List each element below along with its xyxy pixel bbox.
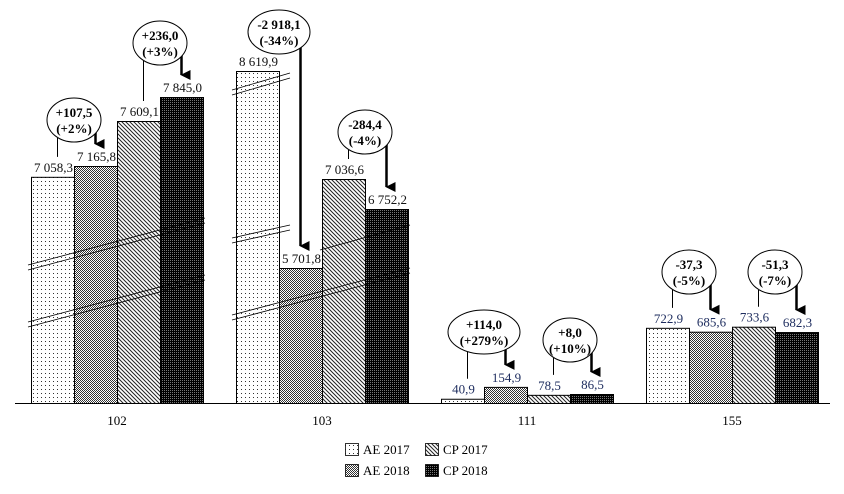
data-label: 7 058,3 bbox=[34, 160, 73, 175]
change-percent: (-5%) bbox=[673, 273, 706, 288]
legend: AE 2017 CP 2017 AE 2018 CP 2018 bbox=[345, 442, 488, 478]
change-bubble bbox=[247, 9, 311, 55]
axis-break-line bbox=[231, 267, 411, 316]
data-label: 685,6 bbox=[697, 315, 727, 330]
axis-break-line bbox=[231, 77, 291, 96]
change-bubble bbox=[747, 249, 803, 295]
axis-break-line bbox=[27, 222, 206, 271]
change-delta: +236,0 bbox=[142, 28, 179, 43]
data-label: 86,5 bbox=[581, 377, 604, 392]
bar-ae-2017-155 bbox=[646, 327, 690, 404]
data-label: 722,9 bbox=[654, 311, 683, 326]
bar-ae-2018-111 bbox=[484, 386, 528, 405]
change-percent: (+2%) bbox=[56, 121, 92, 136]
change-percent: (-4%) bbox=[349, 133, 382, 148]
bar-ae-2017-102 bbox=[31, 176, 75, 404]
change-delta: -284,4 bbox=[348, 117, 382, 132]
change-delta: -37,3 bbox=[675, 257, 703, 272]
axis-break-line bbox=[27, 217, 206, 266]
data-label: 8 619,9 bbox=[239, 54, 278, 69]
change-bubble bbox=[661, 249, 717, 295]
data-label: 154,9 bbox=[492, 370, 521, 385]
data-label: 7 165,8 bbox=[77, 149, 116, 164]
bars-layer: 7 058,3 7 165,8 7 609,1 7 845,0 8 619,9 5 701… bbox=[31, 54, 819, 405]
bar-cp-2017-155 bbox=[732, 326, 776, 404]
change-bubble bbox=[132, 20, 188, 66]
bar-cp-2017-102 bbox=[117, 121, 161, 404]
bar-cp-2017-111 bbox=[527, 394, 571, 404]
change-percent: (-34%) bbox=[260, 33, 299, 48]
bar-ae-2018-103 bbox=[279, 268, 323, 404]
legend-swatch-cp-2017 bbox=[425, 443, 439, 456]
data-label: 5 701,8 bbox=[282, 251, 321, 266]
data-label: 7 036,6 bbox=[325, 162, 365, 177]
change-percent: (-7%) bbox=[759, 273, 792, 288]
annotations-layer: +107,5(+2%) +236,0(+3%) -2 918,1(-34%) -284… bbox=[46, 9, 806, 379]
legend-swatch-cp-2018 bbox=[425, 464, 439, 477]
bar-cp-2018-155 bbox=[775, 332, 819, 404]
change-delta: +107,5 bbox=[56, 105, 93, 120]
legend-swatch-ae-2018 bbox=[345, 464, 359, 477]
change-bubble bbox=[46, 97, 102, 143]
category-labels: 102 103 111 155 bbox=[107, 413, 742, 428]
data-label: 733,6 bbox=[740, 310, 770, 325]
change-delta: -51,3 bbox=[761, 257, 789, 272]
category-label: 103 bbox=[312, 413, 332, 428]
axis-break-line bbox=[231, 272, 411, 321]
bar-cp-2018-102 bbox=[160, 97, 204, 404]
data-label: 40,9 bbox=[452, 382, 475, 397]
legend-label: AE 2017 bbox=[363, 442, 410, 457]
data-label: 7 845,0 bbox=[163, 80, 202, 95]
change-bubble bbox=[542, 317, 598, 363]
legend-swatch-ae-2017 bbox=[345, 443, 359, 456]
change-percent: (+3%) bbox=[142, 44, 178, 59]
axis-break-line bbox=[319, 224, 411, 251]
axis-break-line bbox=[231, 224, 291, 239]
bar-ae-2018-155 bbox=[689, 331, 733, 404]
change-bubble bbox=[447, 309, 521, 355]
bar-ae-2018-102 bbox=[74, 166, 118, 404]
category-label: 111 bbox=[518, 413, 537, 428]
legend-label: CP 2018 bbox=[443, 463, 488, 478]
axis-break-line bbox=[231, 229, 291, 244]
axis-break-line bbox=[27, 274, 206, 323]
bar-cp-2018-103 bbox=[365, 209, 409, 404]
data-label: 6 752,2 bbox=[368, 192, 407, 207]
change-percent: (+10%) bbox=[549, 341, 591, 356]
change-delta: +114,0 bbox=[466, 317, 502, 332]
category-label: 155 bbox=[722, 413, 742, 428]
change-percent: (+279%) bbox=[460, 333, 509, 348]
axis-break-line bbox=[27, 279, 206, 328]
data-label: 682,3 bbox=[783, 315, 812, 330]
data-label: 78,5 bbox=[538, 378, 561, 393]
change-delta: -2 918,1 bbox=[257, 17, 300, 32]
legend-label: AE 2018 bbox=[363, 463, 410, 478]
axis-break-marks bbox=[27, 72, 411, 328]
legend-label: CP 2017 bbox=[443, 442, 488, 457]
bar-cp-2018-111 bbox=[570, 394, 614, 404]
axis-break-line bbox=[231, 72, 291, 91]
data-label: 7 609,1 bbox=[120, 104, 159, 119]
change-bubble bbox=[337, 109, 393, 155]
bar-cp-2017-103 bbox=[322, 179, 366, 404]
category-label: 102 bbox=[107, 413, 127, 428]
bar-ae-2017-111 bbox=[441, 398, 485, 404]
change-delta: +8,0 bbox=[558, 325, 582, 340]
